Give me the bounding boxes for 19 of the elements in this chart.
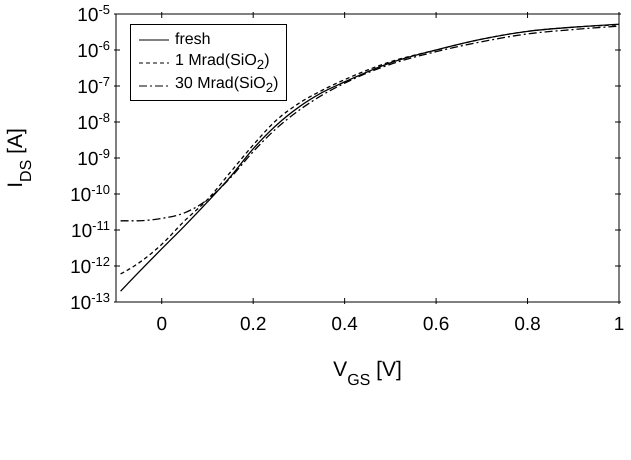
y-tick-label: 10$^{-12}$ <box>70 254 110 278</box>
y-tick-label: 10$^{-11}$ <box>71 218 110 242</box>
y-tick-label: 10$^{-10}$ <box>70 182 110 206</box>
y-tick-label: 10$^{-13}$ <box>70 290 110 314</box>
legend-label: fresh <box>175 30 211 48</box>
x-tick-label: 1 <box>614 314 624 335</box>
x-tick-label: 0.4 <box>331 314 358 335</box>
legend-label: 30 Mrad(SiO$_{2}$) <box>175 75 278 96</box>
x-tick-label: 0 <box>156 314 168 335</box>
legend-label: 1 Mrad(SiO$_{2}$) <box>175 52 270 73</box>
y-tick-label: 10$^{-8}$ <box>77 110 110 134</box>
x-tick-label: 0.8 <box>514 314 541 335</box>
x-tick-label: 0.6 <box>422 314 450 335</box>
y-tick-label: 10$^{-9}$ <box>77 146 110 170</box>
y-tick-label: 10$^{-6}$ <box>77 38 110 62</box>
y-tick-label: 10$^{-7}$ <box>77 74 110 98</box>
x-axis-title: V$_{GS}$ [V] <box>333 358 402 388</box>
x-tick-label: 0.2 <box>240 314 266 335</box>
y-tick-label: 10$^{-5}$ <box>77 2 110 26</box>
